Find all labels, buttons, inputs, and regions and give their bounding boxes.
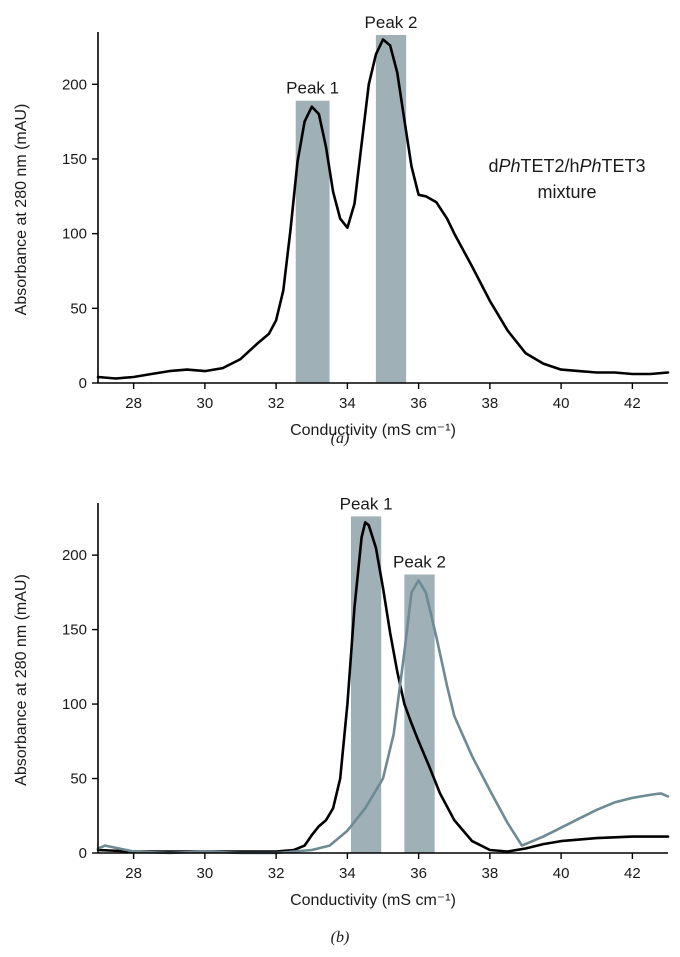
peak-band-2 — [404, 574, 435, 853]
y-tick-label: 150 — [62, 622, 87, 639]
peak-band-2 — [375, 34, 407, 383]
x-tick-label: 40 — [553, 865, 570, 882]
x-tick-label: 30 — [197, 865, 214, 882]
peak-label-2: Peak 2 — [393, 552, 446, 571]
annotation-suffix: TET3 — [602, 156, 646, 176]
peak-bands: Peak 1 Peak 2 — [286, 13, 417, 383]
x-tick-label: 42 — [624, 395, 641, 412]
y-axis-title: Absorbance at 280 nm (mAU) — [13, 574, 30, 786]
x-tick-label: 34 — [339, 865, 356, 882]
x-tick-label: 36 — [410, 395, 427, 412]
x-axis-title: Conductivity (mS cm⁻¹) — [290, 892, 456, 909]
peak-label-1: Peak 1 — [286, 79, 339, 98]
y-tick-label: 100 — [62, 696, 87, 713]
x-tick-label: 28 — [125, 395, 142, 412]
y-tick-label: 200 — [62, 76, 87, 93]
x-tick-label: 38 — [482, 865, 499, 882]
y-tick-label: 50 — [70, 771, 87, 788]
x-tick-label: 34 — [339, 395, 356, 412]
x-tick-label: 40 — [553, 395, 570, 412]
mixture-annotation: dPhTET2/hPhTET3 — [488, 156, 645, 176]
y-tick-label: 0 — [79, 375, 87, 392]
y-tick-label: 150 — [62, 151, 87, 168]
peak-label-1: Peak 1 — [340, 494, 393, 513]
panel-a-chart: Peak 1 Peak 2 28 30 32 34 36 38 40 42 0 50 100 150 20… — [13, 13, 670, 447]
y-axis-title: Absorbance at 280 nm (mAU) — [13, 104, 30, 316]
panel-a-caption: (a) — [331, 430, 350, 447]
x-tick-label: 36 — [410, 865, 427, 882]
y-tick-label: 50 — [70, 300, 87, 317]
series-line-2 — [96, 579, 670, 855]
x-tick-label: 28 — [125, 865, 142, 882]
panel-b-chart: Peak 1 Peak 2 28 30 32 34 36 38 40 42 0 50 100 150 20… — [13, 494, 670, 946]
axes: 28 30 32 34 36 38 40 42 0 50 100 150 200 — [62, 32, 668, 412]
y-tick-label: 100 — [62, 226, 87, 243]
x-tick-label: 32 — [268, 395, 285, 412]
x-tick-label: 30 — [197, 395, 214, 412]
x-tick-label: 42 — [624, 865, 641, 882]
annotation-mid: TET2/h — [520, 156, 579, 176]
axes: 28 30 32 34 36 38 40 42 0 50 100 150 200 — [62, 503, 668, 882]
x-tick-label: 38 — [482, 395, 499, 412]
peak-band-1 — [350, 516, 382, 853]
peak-bands: Peak 1 Peak 2 — [340, 494, 446, 853]
series-line-1 — [96, 521, 670, 853]
y-tick-label: 200 — [62, 547, 87, 564]
peak-label-2: Peak 2 — [365, 13, 418, 32]
x-tick-label: 32 — [268, 865, 285, 882]
x-axis-title: Conductivity (mS cm⁻¹) — [290, 422, 456, 439]
annotation-prefix: d — [488, 156, 498, 176]
annotation-ph1: Ph — [498, 156, 520, 176]
panel-b-caption: (b) — [331, 929, 350, 946]
annotation-ph2: Ph — [580, 156, 602, 176]
series-lines — [96, 38, 670, 380]
series-lines — [96, 521, 670, 855]
mixture-annotation-line2: mixture — [537, 182, 596, 202]
series-line-1 — [96, 38, 670, 380]
peak-band-1 — [295, 100, 330, 383]
y-tick-label: 0 — [79, 845, 87, 862]
